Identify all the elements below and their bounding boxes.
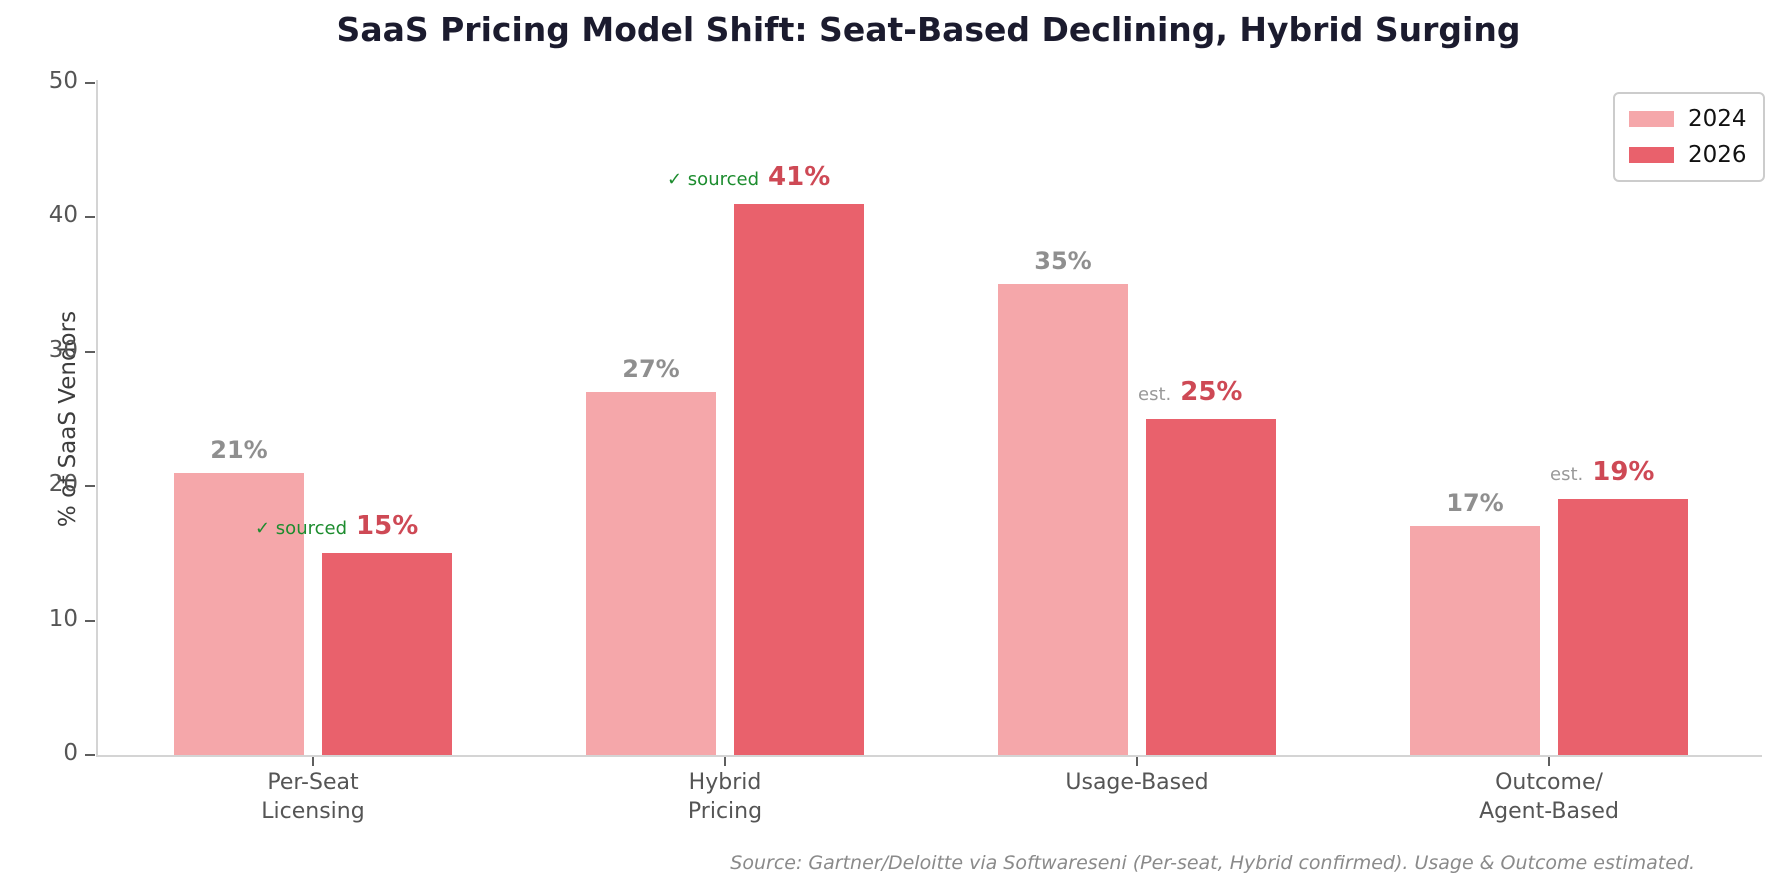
category-label-per-seat-licensing: Per-Seat Licensing xyxy=(261,768,364,826)
x-tick-per-seat-licensing xyxy=(312,757,314,766)
bar-2024-usage-based xyxy=(998,284,1128,755)
bar-2026-hybrid-pricing xyxy=(734,203,864,755)
y-tick-30 xyxy=(85,350,95,353)
legend-label-2026: 2026 xyxy=(1688,142,1747,168)
y-tick-0 xyxy=(85,754,95,756)
y-tick-label-10: 10 xyxy=(48,605,78,632)
bar-2026-outcome-agent-based xyxy=(1558,499,1688,755)
y-tick-40 xyxy=(85,216,95,218)
value-label-2024-hybrid-pricing: 27% xyxy=(622,354,680,383)
category-label-usage-based: Usage-Based xyxy=(1065,768,1208,797)
bar-2026-usage-based xyxy=(1146,418,1276,755)
value-label-2024-usage-based: 35% xyxy=(1034,247,1092,276)
category-label-line: Per-Seat xyxy=(267,770,359,795)
legend-label-2024: 2024 xyxy=(1688,106,1747,132)
annotation-2026-hybrid-pricing: ✓ sourced 41% xyxy=(667,162,830,193)
estimated-label-outcome-agent-based: est. xyxy=(1550,464,1584,486)
category-label-line: Outcome/ xyxy=(1495,770,1603,795)
bar-2024-hybrid-pricing xyxy=(586,391,716,755)
legend-item-2026: 2026 xyxy=(1629,142,1747,168)
sourced-check-label-per-seat-licensing: ✓ sourced xyxy=(255,518,348,540)
category-label-line: Hybrid xyxy=(688,770,762,795)
legend-swatch-2026 xyxy=(1629,147,1674,163)
x-axis-spine xyxy=(96,755,1762,757)
bar-2024-outcome-agent-based xyxy=(1410,526,1540,755)
value-label-2026-hybrid-pricing: 41% xyxy=(768,161,831,192)
category-label-line: Pricing xyxy=(687,799,763,824)
y-tick-label-50: 50 xyxy=(48,67,78,94)
x-tick-usage-based xyxy=(1136,757,1138,766)
y-axis-label: % of SaaS Vendors xyxy=(55,310,81,528)
sourced-check-label-hybrid-pricing: ✓ sourced xyxy=(667,168,760,190)
category-label-line: Agent-Based xyxy=(1479,799,1619,824)
category-label-line: Licensing xyxy=(261,799,365,824)
x-tick-hybrid-pricing xyxy=(724,757,726,766)
y-tick-50 xyxy=(85,81,95,84)
source-note: Source: Gartner/Deloitte via Softwaresen… xyxy=(730,852,1695,874)
estimated-label-usage-based: est. xyxy=(1138,383,1172,405)
y-tick-20 xyxy=(85,485,95,487)
y-tick-label-30: 30 xyxy=(48,336,78,363)
y-tick-label-20: 20 xyxy=(48,471,78,497)
annotation-2026-usage-based: est. 25% xyxy=(1138,377,1242,408)
chart-title: SaaS Pricing Model Shift: Seat-Based Dec… xyxy=(336,10,1521,49)
bar-2024-per-seat-licensing xyxy=(174,472,304,755)
value-label-2026-usage-based: 25% xyxy=(1180,376,1243,407)
category-label-hybrid-pricing: Hybrid Pricing xyxy=(688,768,762,826)
annotation-2026-per-seat-licensing: ✓ sourced 15% xyxy=(255,511,418,542)
value-label-2024-outcome-agent-based: 17% xyxy=(1446,489,1504,518)
legend-item-2024: 2024 xyxy=(1629,106,1747,132)
legend: 2024 2026 xyxy=(1613,92,1765,182)
y-tick-label-0: 0 xyxy=(63,740,78,766)
value-label-2026-per-seat-licensing: 15% xyxy=(356,511,419,542)
y-axis-spine xyxy=(96,80,98,755)
category-label-outcome-agent-based: Outcome/Agent-Based xyxy=(1479,768,1619,826)
x-tick-outcome-agent-based xyxy=(1548,757,1550,766)
y-tick-label-40: 40 xyxy=(48,202,78,228)
value-label-2026-outcome-agent-based: 19% xyxy=(1592,457,1655,488)
y-tick-10 xyxy=(85,619,95,622)
value-label-2024-per-seat-licensing: 21% xyxy=(210,435,268,464)
annotation-2026-outcome-agent-based: est. 19% xyxy=(1550,457,1654,488)
legend-swatch-2024 xyxy=(1629,111,1674,127)
bar-2026-per-seat-licensing xyxy=(322,553,452,755)
category-label-line: Usage-Based xyxy=(1065,770,1209,795)
